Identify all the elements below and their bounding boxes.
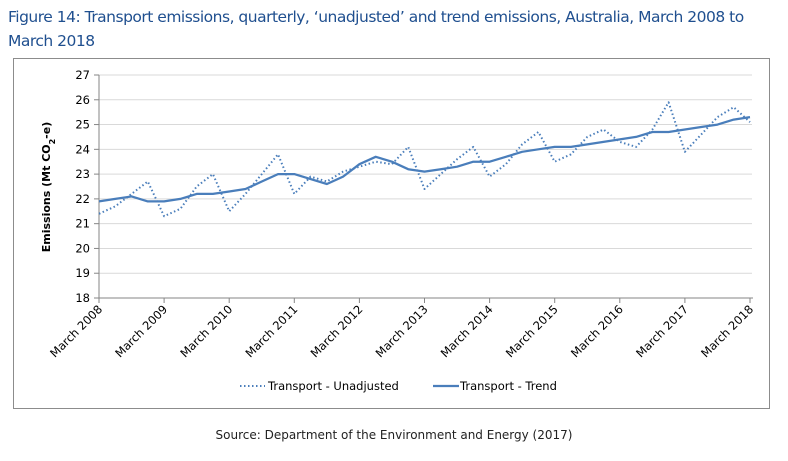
y-axis-title-tail: -e): [40, 122, 53, 139]
axes: [98, 75, 753, 299]
gridlines: [99, 74, 752, 274]
x-tick-label: March 2010: [177, 302, 235, 360]
x-tick-label: March 2011: [242, 302, 300, 360]
legend-label-trend: Transport - Trend: [459, 379, 557, 393]
y-axis-title: Emissions (Mt CO2-e): [40, 122, 57, 253]
y-tick-label: 22: [75, 192, 90, 206]
y-tick-label: 20: [75, 241, 90, 255]
x-tick-label: March 2014: [438, 302, 496, 360]
series-line-unadjusted: [98, 101, 751, 218]
y-tick-label: 18: [75, 291, 90, 305]
x-tick-label: March 2012: [308, 302, 366, 360]
y-tick-label: 23: [75, 167, 90, 181]
y-axis-ticks: 18 19 20 21 22 23 24 25 26 27: [75, 68, 99, 305]
series-lines: [98, 101, 751, 218]
x-tick-label: March 2009: [112, 302, 170, 360]
y-tick-label: 26: [75, 93, 90, 107]
series-line-trend: [98, 115, 751, 203]
x-tick-label: March 2013: [373, 302, 431, 360]
legend-label-unadjusted: Transport - Unadjusted: [267, 379, 399, 393]
y-tick-label: 24: [75, 142, 90, 156]
x-tick-label: March 2008: [47, 302, 105, 360]
y-axis-title-main: Emissions (Mt CO: [40, 144, 53, 252]
source-note: Source: Department of the Environment an…: [215, 428, 573, 442]
legend: Transport - Unadjusted Transport - Trend: [240, 379, 557, 393]
x-tick-label: March 2015: [503, 302, 561, 360]
chart-frame: [13, 58, 770, 409]
y-tick-label: 19: [75, 266, 90, 280]
x-tick-label: March 2016: [568, 302, 626, 360]
x-axis-ticks: March 2008 March 2009 March 2010 March 2011…: [47, 298, 756, 360]
x-tick-label: March 2018: [698, 302, 756, 360]
y-tick-label: 21: [75, 217, 90, 231]
figure-title: Figure 14: Transport emissions, quarterl…: [8, 8, 744, 50]
y-tick-label: 25: [75, 118, 90, 132]
y-tick-label: 27: [75, 68, 90, 82]
x-tick-label: March 2017: [633, 302, 691, 360]
y-axis-title-sub: 2: [48, 139, 57, 145]
